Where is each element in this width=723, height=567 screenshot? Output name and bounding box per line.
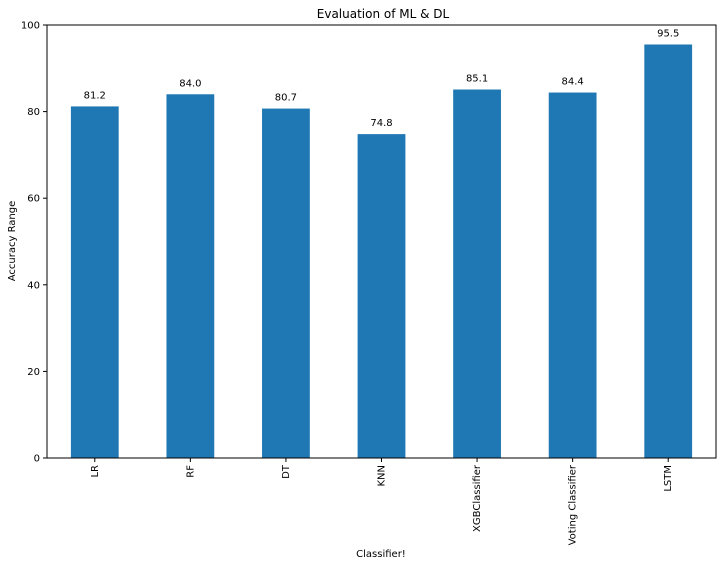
- x-tick-label-2: DT: [281, 464, 292, 479]
- data-label-1: 84.0: [179, 78, 201, 89]
- x-tick-label-5: Voting Classifier: [568, 464, 579, 545]
- data-label-3: 74.8: [370, 118, 392, 129]
- bar-6: [644, 44, 693, 459]
- y-tick-label-2: 40: [27, 280, 40, 291]
- x-axis-label: Classifier!: [356, 549, 406, 560]
- data-label-5: 84.4: [562, 77, 584, 88]
- y-axis: 0 20 40 60 80 100: [21, 21, 47, 465]
- data-labels-group: 81.2 84.0 80.7 74.8 85.1 84.4 95.5: [84, 28, 680, 129]
- data-label-0: 81.2: [84, 90, 106, 101]
- chart-title: Evaluation of ML & DL: [317, 7, 450, 21]
- bar-0: [70, 106, 119, 459]
- bar-2: [262, 108, 310, 458]
- y-tick-label-5: 100: [21, 21, 40, 32]
- x-tick-label-3: KNN: [377, 465, 388, 487]
- data-label-6: 95.5: [657, 28, 679, 39]
- plot-frame: [46, 24, 717, 459]
- x-tick-label-1: RF: [185, 465, 196, 478]
- x-tick-label-4: XGBClassifier: [472, 464, 483, 532]
- bar-1: [166, 94, 215, 458]
- y-axis-label: Accuracy Range: [7, 201, 18, 282]
- data-label-2: 80.7: [275, 93, 297, 104]
- y-tick-label-3: 60: [27, 194, 40, 205]
- x-tick-label-0: LR: [90, 465, 101, 478]
- y-tick-label-1: 20: [27, 367, 40, 378]
- data-label-4: 85.1: [466, 74, 488, 85]
- x-tick-label-6: LSTM: [663, 465, 674, 492]
- y-tick-label-0: 0: [34, 454, 40, 465]
- y-tick-label-4: 80: [27, 107, 40, 118]
- x-axis: LR RF DT KNN XGBClassifier Voting Classifier L…: [90, 458, 674, 545]
- bars-group: [70, 44, 693, 459]
- bar-3: [357, 134, 406, 458]
- bar-4: [453, 89, 501, 458]
- bar-5: [548, 92, 597, 458]
